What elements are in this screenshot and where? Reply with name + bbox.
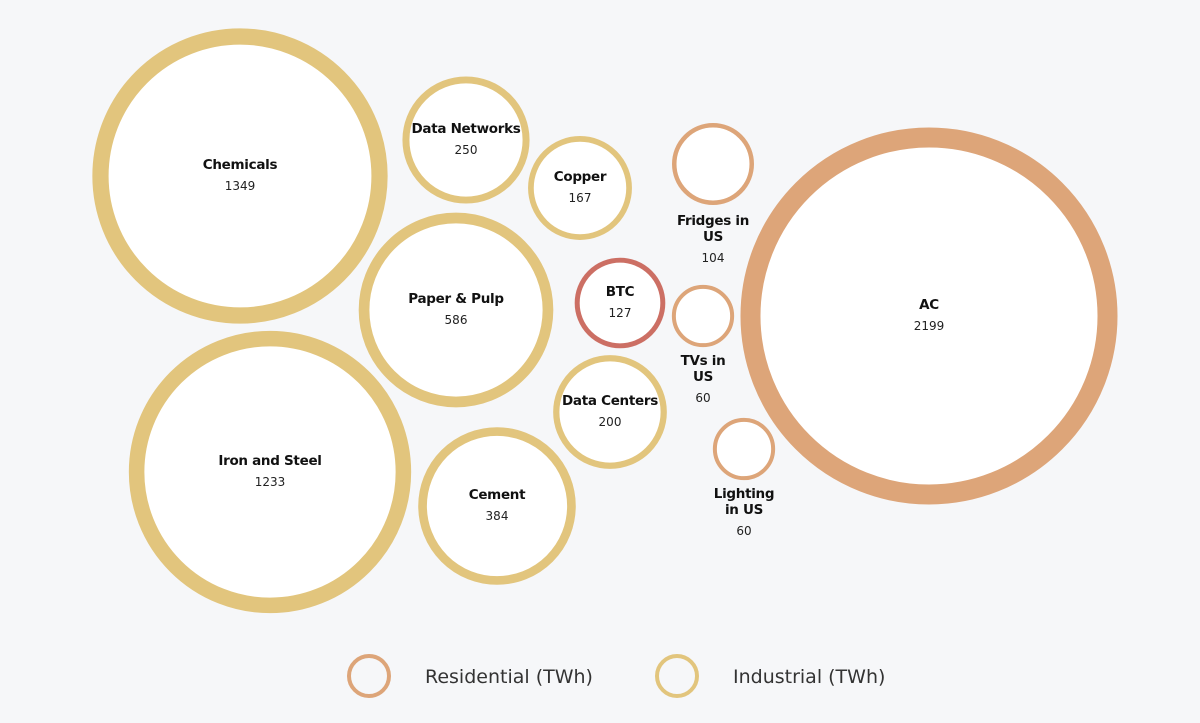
bubble: Data Networks 250 (402, 76, 530, 204)
bubble-label: BTC (606, 284, 635, 300)
legend-label: Industrial (TWh) (733, 666, 885, 688)
bubble-value: 60 (695, 391, 710, 405)
bubble-ring (358, 212, 554, 408)
bubble-label: TVs in (681, 353, 726, 369)
bubble-label: Cement (469, 487, 526, 503)
legend-item: Industrial (TWh) (655, 654, 885, 698)
legend-swatch (655, 654, 699, 698)
bubble-ring (672, 123, 754, 205)
bubble-ring (92, 28, 388, 324)
legend: Residential (TWh) Industrial (TWh) (347, 654, 885, 698)
bubble-value: 60 (736, 524, 751, 538)
bubble-label: Lighting (714, 486, 774, 502)
bubble-value: 2199 (914, 319, 945, 333)
bubble-value: 384 (486, 509, 509, 523)
bubble: Paper & Pulp 586 (358, 212, 554, 408)
bubble-value: 200 (599, 415, 622, 429)
bubble-value: 586 (445, 313, 468, 327)
bubbles-layer: Chemicals 1349 Data Networks 250 Copper 167 Pa… (92, 28, 1118, 614)
bubble: Chemicals 1349 (92, 28, 388, 324)
bubble: Copper 167 (528, 136, 632, 240)
bubble-ring (418, 427, 576, 585)
bubble-label: US (693, 369, 713, 385)
bubble-label: Paper & Pulp (408, 291, 504, 307)
bubble-value: 127 (609, 306, 632, 320)
legend-label: Residential (TWh) (425, 666, 593, 688)
bubble-label: Data Centers (562, 393, 658, 409)
bubble-value: 167 (569, 191, 592, 205)
bubble-value: 1349 (225, 179, 256, 193)
bubble-label: Data Networks (411, 121, 520, 137)
bubble-ring (671, 284, 735, 348)
bubble-label: Chemicals (203, 157, 278, 173)
bubble-ring (402, 76, 530, 204)
bubble: Data Centers 200 (553, 355, 667, 469)
bubble-value: 250 (455, 143, 478, 157)
bubble-label: Copper (554, 169, 607, 185)
bubble: Cement 384 (418, 427, 576, 585)
bubble-label: AC (919, 297, 939, 313)
bubble-ring (128, 330, 412, 614)
bubble-label: in US (725, 502, 763, 518)
bubble-value: 1233 (255, 475, 286, 489)
legend-swatch (347, 654, 391, 698)
bubble-ring (553, 355, 667, 469)
bubble-ring (528, 136, 632, 240)
bubble-ring (574, 257, 666, 349)
bubble: AC 2199 (740, 127, 1118, 505)
bubble-label: Iron and Steel (218, 453, 321, 469)
bubble-label: Fridges in (677, 213, 749, 229)
bubble: BTC 127 (574, 257, 666, 349)
bubble-ring (740, 127, 1118, 505)
bubble-value: 104 (702, 251, 725, 265)
bubble-ring (712, 417, 776, 481)
bubble-label: US (703, 229, 723, 245)
legend-item: Residential (TWh) (347, 654, 593, 698)
bubble: Iron and Steel 1233 (128, 330, 412, 614)
